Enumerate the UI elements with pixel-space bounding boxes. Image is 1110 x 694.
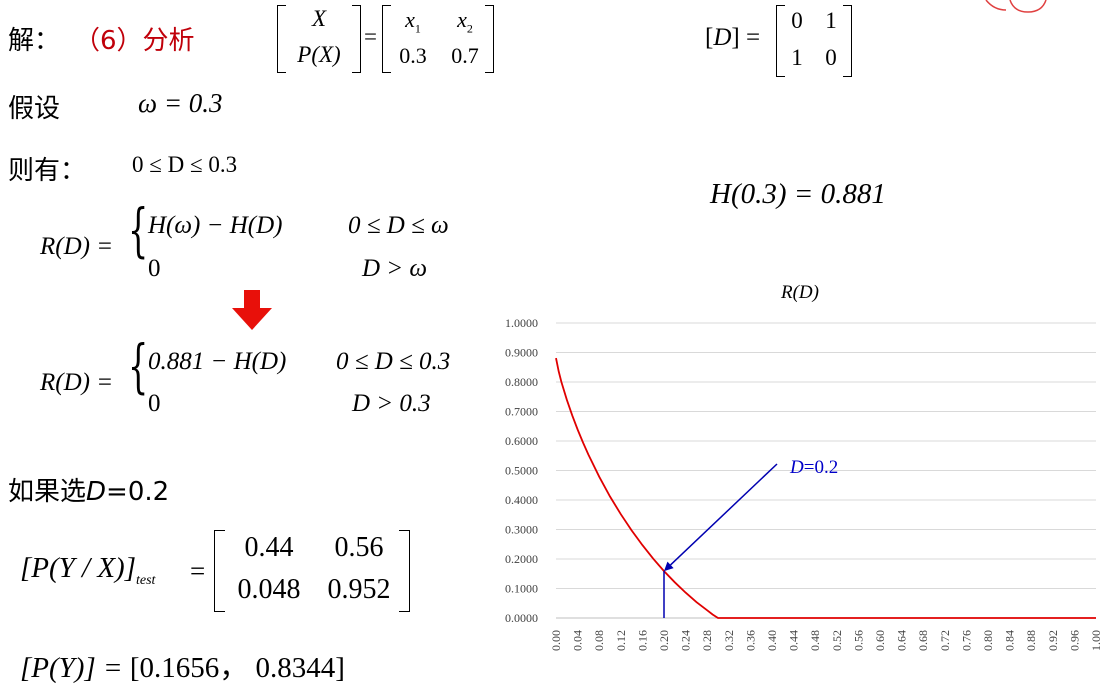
x-tick-label: 0.96: [1067, 630, 1081, 651]
x-tick-label: 0.16: [635, 630, 649, 651]
rd-specific-case2-cond: D > 0.3: [352, 390, 431, 417]
y-tick-label: 0.9000: [505, 346, 538, 360]
x-tick-label: 0.84: [1003, 630, 1017, 651]
brace-icon: {: [128, 332, 149, 400]
y-tick-label: 0.2000: [505, 552, 538, 566]
rd-general-case2-cond: D > ω: [362, 255, 428, 282]
matrix-cell-px: P(X): [297, 42, 341, 67]
equals-sign: =: [364, 24, 377, 49]
test-cell-11: 0.952: [327, 574, 391, 605]
rd-specific-case1-expr: 0.881 − H(D): [148, 348, 287, 375]
x-tick-label: 0.00: [549, 630, 563, 651]
x-tick-label: 0.80: [981, 630, 995, 651]
y-tick-label: 0.8000: [505, 375, 538, 389]
dist-cell-11: 0: [825, 45, 837, 70]
x-tick-label: 0.28: [700, 630, 714, 651]
y-tick-label: 0.5000: [505, 464, 538, 478]
test-channel-lhs: [P(Y / X)]test: [20, 552, 156, 588]
x-tick-label: 0.76: [959, 630, 973, 651]
annotation-arrowhead-icon: [664, 561, 674, 572]
x-tick-label: 0.20: [657, 630, 671, 651]
y-tick-label: 0.7000: [505, 405, 538, 419]
rd-specific-case1-cond: 0 ≤ D ≤ 0.3: [336, 348, 451, 375]
y-tick-label: 0.4000: [505, 493, 538, 507]
dist-cell-10: 1: [791, 45, 803, 70]
omega-equation: ω = 0.3: [138, 88, 223, 118]
rd-specific-case2-expr: 0: [148, 390, 161, 417]
equals-sign: =: [190, 556, 206, 586]
annotation-arrow: [670, 463, 778, 566]
matrix-cell-p2: 0.7: [451, 43, 479, 68]
x-tick-label: 0.36: [743, 630, 757, 651]
distortion-matrix: 0 1 1 0: [776, 5, 852, 77]
x-tick-label: 0.04: [571, 630, 585, 651]
x-tick-label: 0.56: [851, 630, 865, 651]
matrix-cell-x: X: [311, 6, 327, 31]
circle-decoration-icon: [985, 0, 1047, 13]
brace-icon: {: [128, 196, 149, 264]
source-matrix-left: X P(X): [277, 5, 361, 73]
test-cell-01: 0.56: [334, 532, 384, 563]
x-tick-label: 0.32: [722, 630, 736, 651]
series-line: [555, 357, 1096, 619]
x-tick-label: 0.68: [916, 630, 930, 651]
down-arrow-icon: [232, 290, 272, 330]
annotation-label: D=0.2: [789, 457, 838, 478]
distortion-label: [D] =: [705, 24, 761, 51]
x-tick-label: 0.40: [765, 630, 779, 651]
x-tick-label: 0.12: [614, 630, 628, 651]
y-tick-label: 0.1000: [505, 582, 538, 596]
y-tick-label: 0.3000: [505, 523, 538, 537]
matrix-cell-p1: 0.3: [399, 43, 427, 68]
dist-cell-01: 1: [825, 8, 837, 33]
chart-title: R(D): [780, 282, 819, 303]
x-tick-label: 0.64: [895, 630, 909, 651]
part-label: （6）分析: [74, 26, 195, 56]
test-cell-00: 0.44: [244, 532, 294, 563]
x-tick-label: 0.48: [808, 630, 822, 651]
assume-label: 假设: [8, 94, 61, 124]
source-matrix-right: x1 x2 0.3 0.7: [382, 5, 494, 73]
x-tick-label: 0.52: [830, 630, 844, 651]
x-tick-label: 0.72: [938, 630, 952, 651]
rd-specific-lhs: R(D) =: [40, 369, 114, 396]
x-tick-label: 0.88: [1024, 630, 1038, 651]
y-tick-label: 0.0000: [505, 611, 538, 625]
rd-general-case1-cond: 0 ≤ D ≤ ω: [348, 212, 449, 239]
x-axis-ticks: 0.00 0.04 0.08 0.12 0.16 0.20 0.24 0.28 0.32 0.36…: [549, 630, 1103, 651]
rd-general-case1-expr: H(ω) − H(D): [148, 212, 283, 239]
choose-line: 如果选D=0.2: [8, 477, 170, 507]
x-tick-label: 1.00: [1089, 630, 1103, 651]
output-distribution: [P(Y)] = [0.1656， 0.8344]: [20, 652, 345, 684]
x-tick-label: 0.60: [873, 630, 887, 651]
matrix-cell-x2: x2: [457, 7, 473, 36]
x-tick-label: 0.44: [787, 630, 801, 651]
rd-chart: R(D) 0.0000 0.1000 0.2000 0.3000 0.4000 0.500…: [505, 282, 1103, 651]
test-cell-10: 0.048: [237, 574, 301, 605]
x-tick-label: 0.92: [1046, 630, 1060, 651]
rd-general-case2-expr: 0: [148, 255, 161, 282]
then-label: 则有：: [8, 156, 87, 186]
x-tick-label: 0.08: [592, 630, 606, 651]
jie-label: 解：: [8, 26, 61, 56]
x-tick-label: 0.24: [679, 630, 693, 651]
rd-general-lhs: R(D) =: [40, 233, 114, 260]
entropy-value: H(0.3) = 0.881: [710, 178, 886, 210]
matrix-cell-x1: x1: [405, 7, 421, 36]
chart-grid: [556, 322, 1096, 619]
test-channel-matrix: 0.44 0.56 0.048 0.952: [214, 530, 410, 612]
dist-cell-00: 0: [791, 8, 803, 33]
y-tick-label: 1.0000: [505, 316, 538, 330]
range-expression: 0 ≤ D ≤ 0.3: [132, 152, 238, 177]
y-tick-label: 0.6000: [505, 434, 538, 448]
y-axis-ticks: 0.0000 0.1000 0.2000 0.3000 0.4000 0.5000 0.60…: [505, 316, 538, 625]
